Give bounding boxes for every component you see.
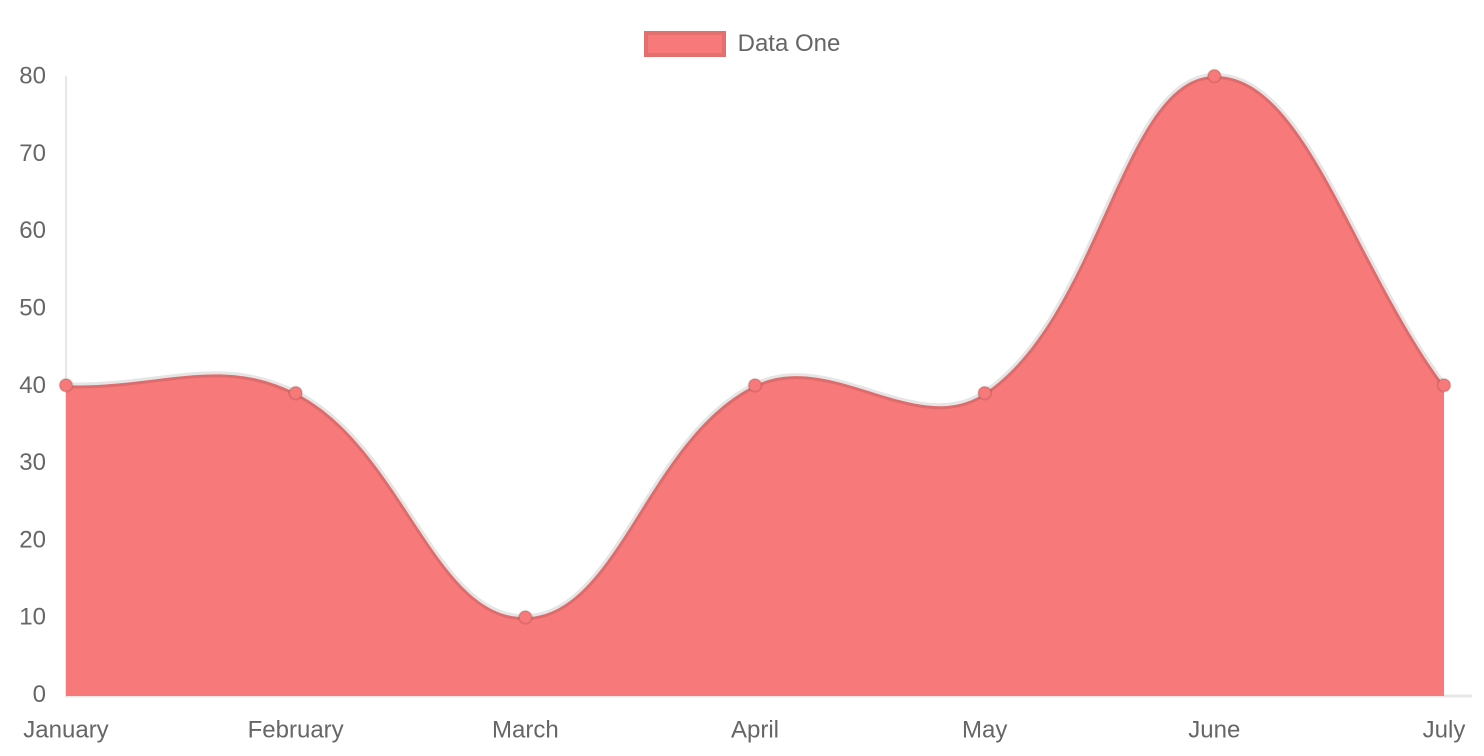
y-axis-tick-label: 40 xyxy=(19,372,46,399)
x-axis-label: June xyxy=(1188,717,1240,744)
y-axis-tick-label: 80 xyxy=(19,63,46,90)
legend-label: Data One xyxy=(737,30,841,57)
y-axis-tick-label: 10 xyxy=(19,604,46,631)
y-axis-tick-label: 0 xyxy=(33,681,46,708)
x-axis-label: April xyxy=(731,717,779,744)
data-point[interactable] xyxy=(977,385,993,401)
x-axis-label: May xyxy=(962,717,1007,744)
y-axis-tick-label: 60 xyxy=(19,217,46,244)
legend-item-data-one[interactable]: Data One xyxy=(643,30,841,57)
x-axis-label: March xyxy=(492,717,559,744)
data-point[interactable] xyxy=(1436,377,1452,393)
legend-color-box-icon xyxy=(643,31,726,57)
line-path xyxy=(65,72,1447,621)
data-point[interactable] xyxy=(58,377,74,393)
y-axis-tick-label: 30 xyxy=(19,449,46,476)
chart-legend: Data One xyxy=(0,31,1484,57)
data-point[interactable] xyxy=(288,385,304,401)
x-axis-label: January xyxy=(23,717,108,744)
x-axis-label: February xyxy=(248,717,344,744)
y-axis-tick-label: 70 xyxy=(19,140,46,167)
data-point[interactable] xyxy=(517,609,533,625)
data-point[interactable] xyxy=(1206,68,1222,84)
y-axis-tick-label: 20 xyxy=(19,526,46,553)
x-axis-label: July xyxy=(1423,717,1466,744)
y-axis-tick-label: 50 xyxy=(19,294,46,321)
data-point[interactable] xyxy=(747,377,763,393)
